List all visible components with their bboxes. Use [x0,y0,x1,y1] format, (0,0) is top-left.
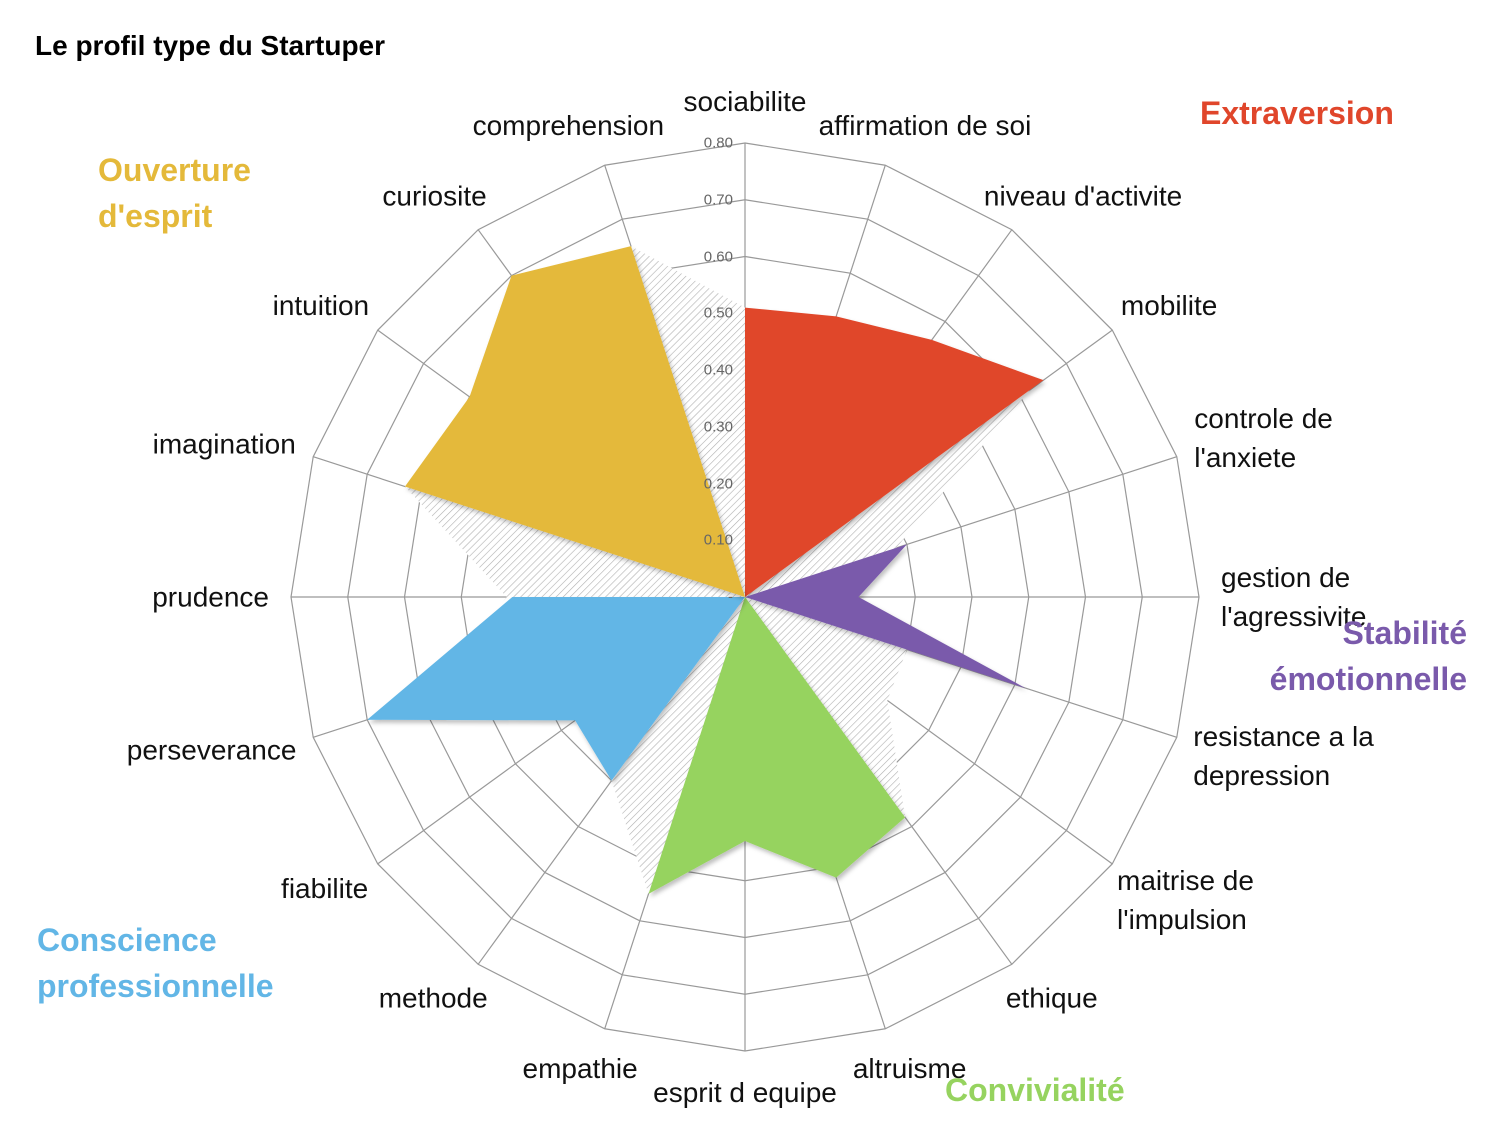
series-area [745,307,1044,597]
category-label: resistance a la depression [1193,721,1374,792]
category-label: fiabilite [281,872,369,904]
r-tick-label: 0.40 [703,361,733,379]
category-label: ethique [1005,982,1098,1014]
series-area [745,544,1026,689]
legend-label: Convivialité [945,1072,1125,1108]
legend-label: Ouverture d'esprit [98,152,251,234]
category-label: curiosite [382,180,487,212]
r-tick-label: - [728,588,733,606]
category-label: prudence [152,581,269,613]
legend-label: Conscience professionnelle [37,922,274,1004]
r-tick-label: 0.50 [703,304,733,322]
series-area [404,246,745,598]
category-label: altruisme [852,1052,967,1084]
category-label: maitrise de l'impulsion [1117,864,1254,935]
category-label: mobilite [1120,290,1218,322]
r-tick-label: 0.70 [703,191,733,209]
category-label: controle de l'anxiete [1194,402,1333,473]
category-label: comprehension [472,110,665,142]
category-label: sociabilite [683,86,807,117]
series-layer [367,246,1044,894]
category-label: perseverance [126,734,297,766]
series-area [367,597,745,781]
category-label: affirmation de soi [818,110,1032,142]
r-tick-label: 0.80 [703,134,733,152]
category-label: empathie [522,1052,638,1084]
series-area [648,597,906,894]
r-tick-label: 0.30 [703,418,733,436]
category-label: methode [378,982,488,1014]
category-label: imagination [152,428,296,460]
legend-label: Extraversion [1200,95,1394,131]
r-tick-label: 0.10 [703,531,733,549]
chart-title: Le profil type du Startuper [35,30,386,61]
legend-label: Stabilité émotionnelle [1269,615,1467,697]
r-tick-label: 0.20 [703,475,733,492]
category-label: gestion de l'agressivite [1221,562,1367,632]
category-label: niveau d'activite [983,180,1183,212]
category-label: intuition [272,290,370,322]
r-tick-label: 0.60 [703,248,733,265]
category-label: esprit d equipe [653,1077,837,1108]
